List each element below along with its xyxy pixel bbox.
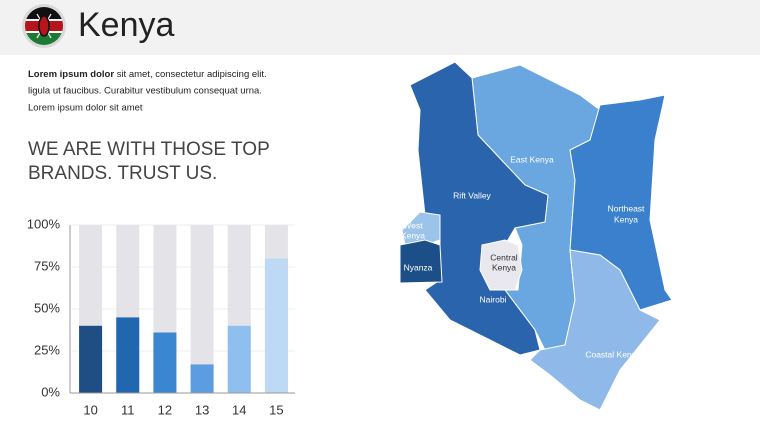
region-central	[479, 239, 523, 291]
bar	[190, 364, 214, 393]
region-label: Kenya	[492, 262, 516, 272]
x-tick-label: 10	[83, 402, 97, 417]
x-tick-label: 13	[195, 402, 209, 417]
region-label: Nyanza	[404, 262, 433, 272]
bar	[79, 325, 103, 393]
paragraph-line: ligula ut faucibus. Curabitur vestibulum…	[28, 86, 262, 97]
region-coastal	[529, 249, 661, 411]
bar	[116, 317, 140, 393]
map-labels: East Kenya Rift Valley Northeast Kenya W…	[401, 154, 645, 359]
region-label: Northeast	[608, 203, 645, 213]
paragraph-line: Lorem ipsum dolor sit amet, consectetur …	[28, 69, 267, 80]
region-label: East Kenya	[510, 154, 554, 164]
x-tick-label: 11	[121, 402, 135, 417]
header-band	[0, 0, 760, 55]
page-title: Kenya	[78, 6, 174, 44]
x-tick-label: 12	[158, 402, 172, 417]
heading-line: WE ARE WITH THOSE TOP	[28, 139, 270, 160]
x-tick-label: 14	[232, 402, 246, 417]
bar	[264, 258, 288, 393]
y-tick-label: 25%	[34, 342, 60, 357]
region-nyanza	[399, 239, 443, 284]
bar	[153, 332, 177, 393]
x-tick-label: 15	[269, 402, 283, 417]
region-label: Kenya	[614, 214, 638, 224]
kenya-map	[399, 61, 673, 411]
y-tick-label: 0%	[41, 384, 60, 399]
bar-track	[190, 225, 214, 393]
bar	[227, 325, 251, 393]
paragraph-line: Lorem ipsum dolor sit amet	[28, 103, 143, 114]
region-label: Rift Valley	[453, 190, 491, 200]
region-label: Nairobi	[480, 294, 507, 304]
region-label: Coastal Kenya	[585, 349, 641, 359]
region-label: Central	[490, 252, 518, 262]
y-tick-label: 75%	[34, 258, 60, 273]
y-tick-label: 100%	[27, 216, 61, 231]
bold-text: Lorem ipsum dolor	[28, 69, 114, 80]
region-label: Kenya	[401, 230, 425, 240]
heading-line: BRANDS. TRUST US.	[28, 163, 217, 184]
bar-chart: 0% 25% 50% 75% 100% 10 11 12 13 14 15	[27, 216, 295, 417]
kenya-flag	[22, 4, 66, 48]
region-label: West	[403, 220, 423, 230]
y-tick-label: 50%	[34, 300, 60, 315]
text: sit amet, consectetur adipiscing elit.	[117, 69, 267, 80]
